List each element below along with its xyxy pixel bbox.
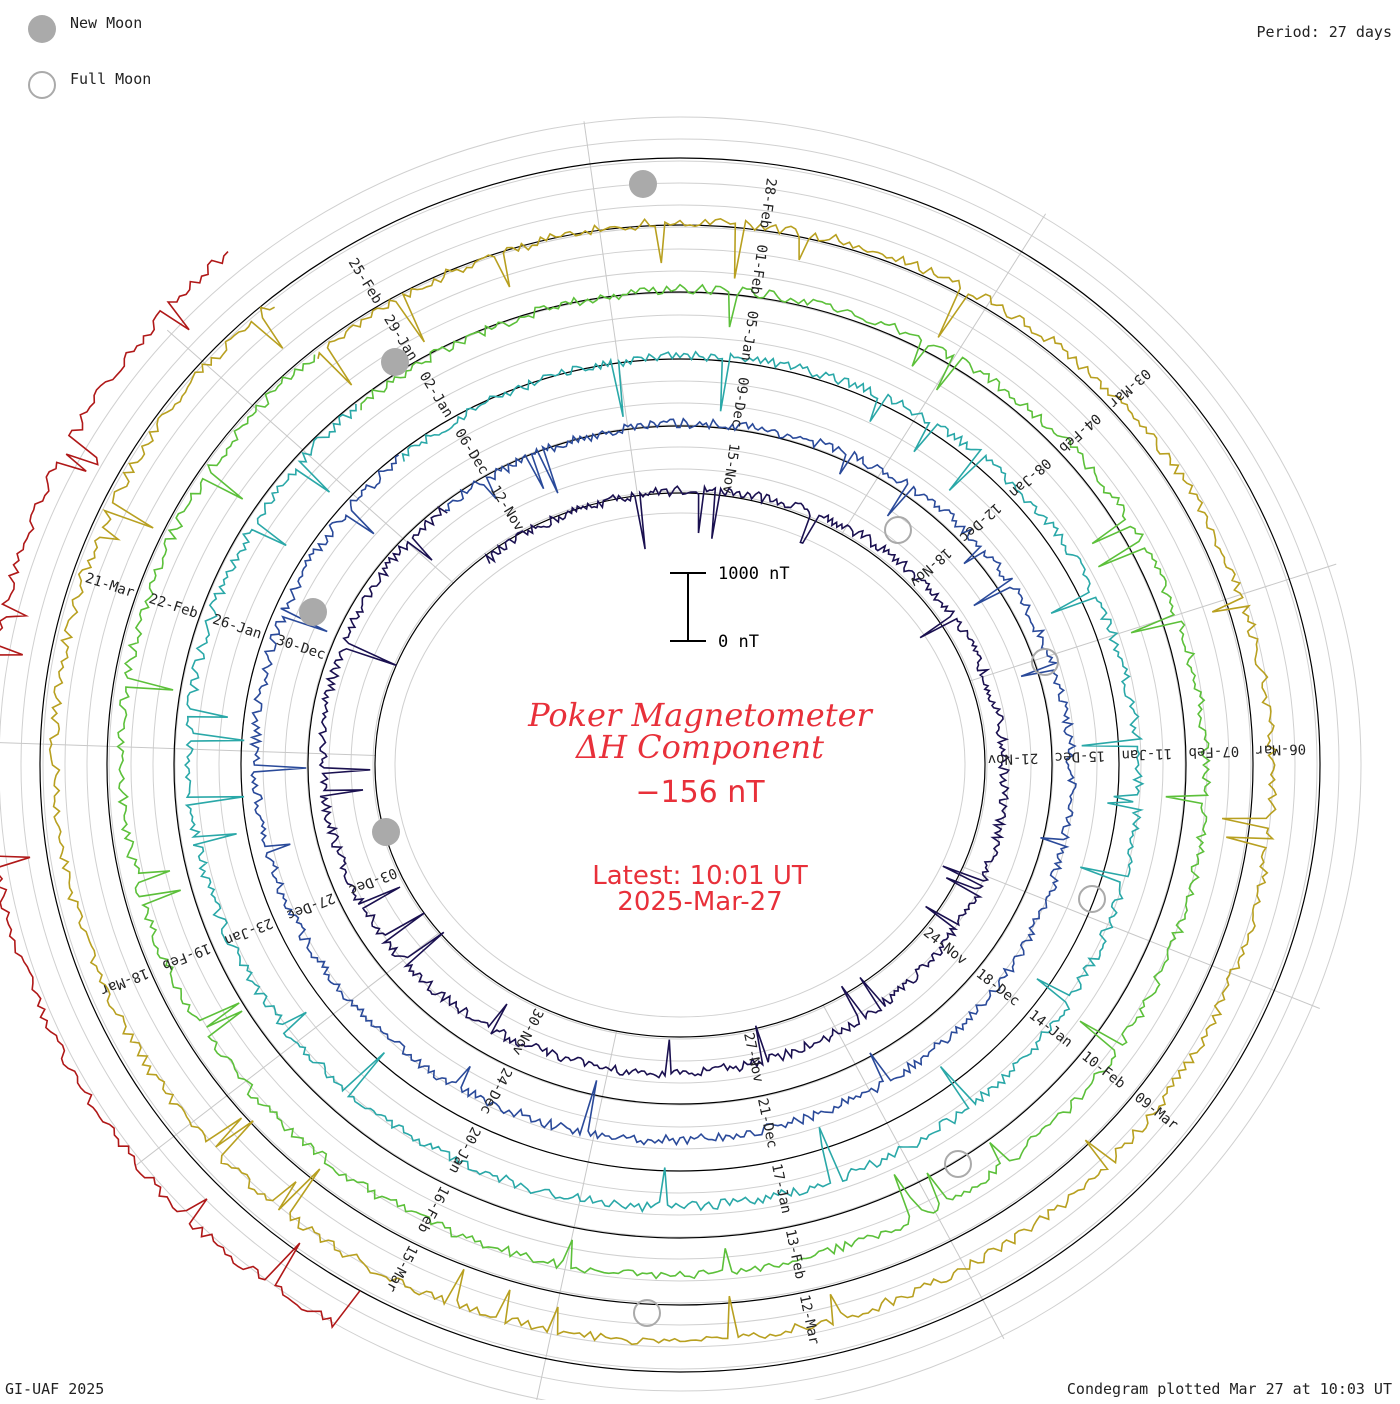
grid-ring	[152, 270, 1208, 1260]
new-moon-marker	[372, 818, 400, 846]
radial-grid-line	[962, 866, 1320, 1009]
grid-ring	[284, 402, 1076, 1128]
baseline-ring	[240, 358, 1120, 1172]
date-tick-label: 11-Jan	[1121, 745, 1172, 763]
date-tick-label: 27-Nov	[740, 1031, 766, 1084]
date-tick-label: 12-Dec	[956, 500, 1004, 546]
date-tick-label: 23-Jan	[222, 914, 275, 948]
new-moon-marker	[629, 170, 657, 198]
date-tick-label: 01-Feb	[747, 243, 770, 295]
date-tick-label: 24-Nov	[920, 925, 970, 969]
radial-grid-line	[969, 563, 1337, 682]
data-trace-line	[248, 417, 1077, 1147]
radial-grid-line	[822, 1004, 1005, 1340]
footer-credit: GI-UAF 2025	[5, 1380, 105, 1398]
date-tick-label: 15-Mar	[382, 1242, 420, 1294]
radial-grid-line	[166, 329, 454, 584]
full-moon-marker	[944, 1150, 972, 1178]
date-tick-label: 18-Mar	[98, 965, 151, 999]
data-trace-line	[184, 350, 1145, 1214]
radial-grid-line	[0, 742, 376, 757]
scale-top-label: 1000 nT	[718, 564, 790, 584]
grid-ring	[174, 292, 1186, 1238]
latest-time: Latest: 10:01 UT	[592, 861, 808, 891]
date-tick-label: 08-Jan	[1006, 455, 1054, 501]
baseline-ring	[39, 157, 1321, 1373]
full-moon-legend-icon	[28, 71, 56, 99]
baseline-ring	[106, 224, 1254, 1306]
date-tick-label: 04-Feb	[1055, 410, 1103, 456]
grid-ring	[0, 116, 1362, 1404]
scale-bottom-label: 0 nT	[718, 632, 759, 652]
date-tick-label: 15-Nov	[719, 442, 742, 494]
date-tick-label: 30-Nov	[508, 1006, 546, 1058]
current-value: −156 nT	[635, 775, 765, 810]
date-tick-label: 09-Dec	[728, 376, 751, 428]
date-tick-label: 14-Jan	[1026, 1007, 1076, 1051]
date-tick-label: 10-Feb	[1078, 1048, 1128, 1092]
radial-grid-line	[536, 1030, 618, 1401]
chart-title-line2: ΔH Component	[575, 728, 825, 766]
data-trace-line	[48, 217, 1279, 1346]
full-moon-marker	[1031, 648, 1059, 676]
grid-ring	[20, 138, 1340, 1392]
date-tick-label: 22-Feb	[147, 591, 200, 622]
radial-grid-line	[135, 932, 440, 1166]
date-tick-label: 28-Feb	[756, 177, 779, 229]
baseline-ring	[173, 291, 1187, 1239]
grid-ring	[394, 512, 966, 1018]
date-tick-label: 15-Dec	[1054, 747, 1105, 765]
date-tick-label: 07-Feb	[1188, 743, 1239, 761]
footer-plot-time: Condegram plotted Mar 27 at 10:03 UT	[1066, 1380, 1392, 1398]
new-moon-legend-label: New Moon	[70, 14, 143, 32]
grid-ring	[108, 226, 1252, 1304]
grid-ring	[42, 160, 1318, 1370]
new-moon-legend-icon	[28, 15, 56, 43]
grid-ring	[218, 336, 1142, 1194]
full-moon-legend-label: Full Moon	[70, 70, 152, 88]
date-tick-label: 18-Dec	[973, 966, 1023, 1010]
full-moon-marker	[633, 1299, 661, 1327]
date-tick-label: 06-Dec	[451, 426, 491, 477]
date-tick-label: 03-Mar	[1105, 365, 1153, 411]
data-trace-line	[318, 484, 1011, 1079]
date-tick-label: 30-Dec	[274, 632, 327, 663]
date-tick-label: 12-Mar	[796, 1293, 822, 1346]
date-tick-label: 06-Mar	[1255, 740, 1306, 758]
date-tick-label: 26-Jan	[211, 612, 264, 643]
grid-ring	[130, 248, 1230, 1282]
date-tick-label: 13-Feb	[782, 1228, 808, 1281]
data-trace-line	[116, 283, 1212, 1280]
grid-ring	[196, 314, 1164, 1216]
full-moon-marker	[1078, 885, 1106, 913]
period-label: Period: 27 days	[1256, 23, 1392, 41]
date-tick-label: 09-Mar	[1131, 1090, 1181, 1134]
baseline-ring	[374, 492, 986, 1038]
grid-ring	[328, 446, 1032, 1084]
date-tick-label: 21-Dec	[754, 1097, 780, 1150]
grid-ring	[64, 182, 1296, 1348]
full-moon-marker	[884, 516, 912, 544]
date-tick-label: 18-Nov	[906, 544, 954, 590]
radial-grid-line	[583, 121, 639, 496]
data-trace-line	[0, 251, 361, 1330]
grid-ring	[350, 468, 1010, 1062]
new-moon-marker	[381, 348, 409, 376]
new-moon-marker	[299, 598, 327, 626]
chart-title-line1: Poker Magnetometer	[528, 696, 872, 734]
latest-date: 2025-Mar-27	[617, 887, 783, 917]
grid-ring	[86, 204, 1274, 1326]
date-tick-label: 19-Feb	[160, 939, 213, 973]
grid-ring	[306, 424, 1054, 1106]
date-tick-label: 21-Nov	[987, 750, 1038, 768]
date-tick-label: 05-Jan	[738, 310, 761, 362]
date-tick-label: 12-Nov	[487, 483, 527, 534]
